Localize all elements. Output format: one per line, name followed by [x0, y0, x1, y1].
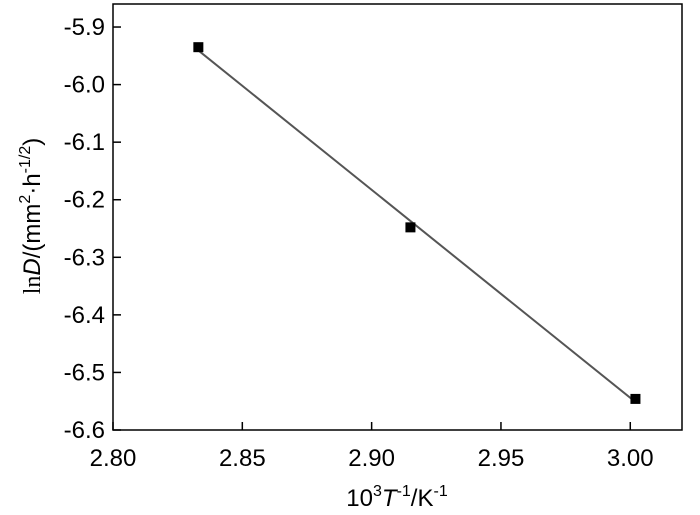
x-tick-label: 2.90 [348, 445, 395, 472]
y-tick-label: -6.0 [64, 72, 105, 99]
x-axis-ticks: 2.80 2.85 2.90 2.95 3.00 [90, 422, 654, 472]
y-tick-label: -6.3 [64, 244, 105, 271]
y-axis-title: lnD/(mm2·h-1/2) [17, 138, 46, 295]
x-axis-title: 103T-1/K-1 [346, 483, 448, 512]
y-tick-label: -5.9 [64, 14, 105, 41]
data-point [405, 222, 416, 233]
fit-line [197, 49, 637, 403]
x-tick-label: 2.85 [219, 445, 266, 472]
y-tick-label: -6.1 [64, 129, 105, 156]
x-tick-label: 3.00 [607, 445, 654, 472]
data-point [193, 42, 204, 53]
x-tick-label: 2.80 [90, 445, 137, 472]
data-points [193, 42, 641, 404]
y-tick-label: -6.5 [64, 359, 105, 386]
y-axis-ticks: -5.9 -6.0 -6.1 -6.2 -6.3 -6.4 -6.5 -6.6 [64, 14, 121, 444]
plot-frame [112, 3, 683, 431]
y-tick-label: -6.2 [64, 187, 105, 214]
x-tick-label: 2.95 [478, 445, 525, 472]
y-tick-label: -6.6 [64, 417, 105, 444]
y-tick-label: -6.4 [64, 302, 105, 329]
data-point [630, 393, 641, 404]
fit-line-group [197, 49, 637, 403]
